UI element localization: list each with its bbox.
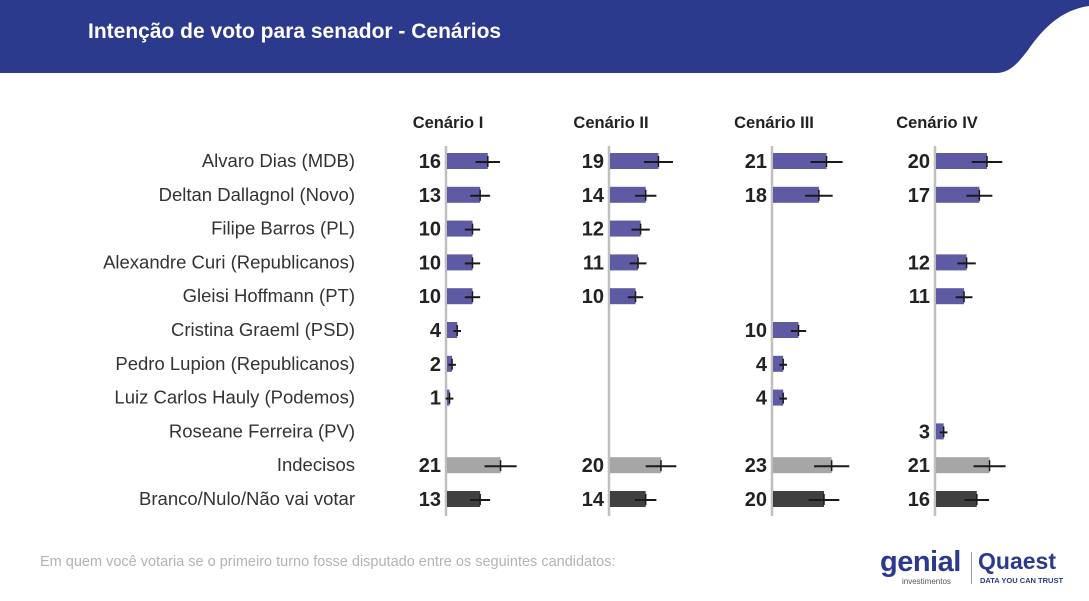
value-label-s1-cristina-graeml-psd: 4 [430, 320, 442, 342]
bar-s4-branco-nulo-nao-vai-votar [936, 491, 977, 507]
value-label-s1-luiz-carlos-hauly-podemos: 1 [430, 388, 441, 410]
scenario-header-1: Cenário I [413, 114, 484, 132]
scenario-header-4: Cenário IV [896, 114, 978, 132]
bar-s4-alvaro-dias-mdb [936, 153, 987, 169]
bar-s2-gleisi-hoffmann-pt [610, 288, 636, 305]
value-label-s3-cristina-graeml-psd: 10 [745, 320, 767, 342]
value-label-s4-alexandre-curi-republicanos: 12 [908, 252, 930, 274]
value-label-s3-branco-nulo-nao-vai-votar: 20 [745, 489, 767, 511]
bar-s2-filipe-barros-pl [610, 220, 641, 237]
value-label-s4-indecisos: 21 [908, 455, 930, 477]
genial-logo: genial investimentos [880, 546, 970, 588]
row-label-gleisi-hoffmann-pt: Gleisi Hoffmann (PT) [183, 285, 355, 306]
row-label-roseane-ferreira-pv: Roseane Ferreira (PV) [169, 420, 355, 441]
bar-s3-alvaro-dias-mdb [773, 153, 827, 169]
value-label-s4-roseane-ferreira-pv: 3 [919, 421, 930, 443]
bar-s1-gleisi-hoffmann-pt [447, 288, 473, 305]
value-label-s1-branco-nulo-nao-vai-votar: 13 [419, 489, 441, 511]
row-label-indecisos: Indecisos [277, 454, 355, 475]
bar-s1-indecisos [447, 457, 501, 474]
page-title: Intenção de voto para senador - Cenários [88, 20, 502, 43]
header-band: Intenção de voto para senador - Cenários [0, 0, 1089, 75]
row-label-filipe-barros-pl: Filipe Barros (PL) [211, 218, 355, 239]
bar-s3-luiz-carlos-hauly-podemos [773, 389, 784, 406]
bar-s4-indecisos [936, 457, 990, 474]
value-label-s1-alvaro-dias-mdb: 16 [419, 151, 441, 173]
scenario-header-3: Cenário III [734, 114, 814, 132]
bar-s1-deltan-dallagnol-novo [447, 186, 481, 203]
scenario-header-2: Cenário II [573, 114, 648, 132]
bar-s1-alexandre-curi-republicanos [447, 254, 473, 271]
value-label-s4-gleisi-hoffmann-pt: 11 [909, 286, 930, 308]
value-label-s1-deltan-dallagnol-novo: 13 [419, 185, 441, 207]
chart: Cenário I Cenário II Cenário III Cenário IV… [103, 114, 1006, 516]
bar-s4-deltan-dallagnol-novo [936, 186, 980, 203]
row-label-alexandre-curi-republicanos: Alexandre Curi (Republicanos) [103, 251, 355, 272]
value-label-s4-alvaro-dias-mdb: 20 [908, 151, 930, 173]
value-label-s3-luiz-carlos-hauly-podemos: 4 [756, 388, 768, 410]
row-label-alvaro-dias-mdb: Alvaro Dias (MDB) [202, 150, 355, 171]
bar-s2-indecisos [610, 457, 661, 474]
bar-s1-filipe-barros-pl [447, 220, 473, 237]
bar-s3-pedro-lupion-republicanos [773, 355, 784, 372]
value-label-s2-indecisos: 20 [582, 455, 604, 477]
quaest-wordmark: Quaest [978, 548, 1056, 574]
value-label-s2-gleisi-hoffmann-pt: 10 [582, 286, 604, 308]
row-label-deltan-dallagnol-novo: Deltan Dallagnol (Novo) [159, 184, 355, 205]
value-label-s1-alexandre-curi-republicanos: 10 [419, 252, 441, 274]
value-label-s3-alvaro-dias-mdb: 21 [745, 151, 767, 173]
bar-s4-alexandre-curi-republicanos [936, 254, 967, 271]
bar-s2-alvaro-dias-mdb [610, 153, 659, 169]
bar-s3-branco-nulo-nao-vai-votar [773, 491, 824, 507]
bar-s3-cristina-graeml-psd [773, 322, 799, 338]
bar-s2-alexandre-curi-republicanos [610, 254, 639, 271]
value-label-s2-branco-nulo-nao-vai-votar: 14 [582, 489, 605, 511]
row-label-pedro-lupion-republicanos: Pedro Lupion (Republicanos) [115, 353, 355, 374]
bar-s1-branco-nulo-nao-vai-votar [447, 491, 481, 507]
value-label-s3-pedro-lupion-republicanos: 4 [756, 354, 768, 376]
value-label-s1-gleisi-hoffmann-pt: 10 [419, 286, 441, 308]
value-label-s4-branco-nulo-nao-vai-votar: 16 [908, 489, 930, 511]
value-label-s1-filipe-barros-pl: 10 [419, 219, 441, 241]
header-shape [0, 0, 1089, 73]
value-label-s4-deltan-dallagnol-novo: 17 [908, 185, 930, 207]
bar-s1-cristina-graeml-psd [447, 322, 458, 338]
value-label-s1-indecisos: 21 [419, 455, 441, 477]
value-label-s2-deltan-dallagnol-novo: 14 [582, 185, 605, 207]
bar-s4-gleisi-hoffmann-pt [936, 288, 965, 305]
logo-divider [971, 552, 972, 584]
value-label-s2-filipe-barros-pl: 12 [582, 219, 604, 241]
row-label-cristina-graeml-psd: Cristina Graeml (PSD) [171, 319, 355, 340]
bar-s1-alvaro-dias-mdb [447, 153, 488, 169]
bar-s2-deltan-dallagnol-novo [610, 186, 646, 203]
value-label-s2-alvaro-dias-mdb: 19 [582, 151, 604, 173]
value-label-s3-deltan-dallagnol-novo: 18 [745, 185, 767, 207]
genial-wordmark: genial [880, 546, 961, 578]
bar-s2-branco-nulo-nao-vai-votar [610, 491, 646, 507]
row-label-luiz-carlos-hauly-podemos: Luiz Carlos Hauly (Podemos) [114, 387, 355, 408]
quaest-tagline: DATA YOU CAN TRUST [980, 576, 1064, 585]
value-label-s3-indecisos: 23 [745, 455, 767, 477]
bar-s3-indecisos [773, 457, 832, 474]
value-label-s2-alexandre-curi-republicanos: 11 [583, 252, 604, 274]
footnote: Em quem você votaria se o primeiro turno… [40, 554, 616, 570]
row-label-branco-nulo-nao-vai-votar: Branco/Nulo/Não vai votar [139, 488, 355, 509]
quaest-logo: Quaest DATA YOU CAN TRUST [978, 548, 1068, 588]
genial-subtitle: investimentos [902, 577, 951, 586]
value-label-s1-pedro-lupion-republicanos: 2 [430, 354, 441, 376]
bar-s3-deltan-dallagnol-novo [773, 186, 819, 203]
